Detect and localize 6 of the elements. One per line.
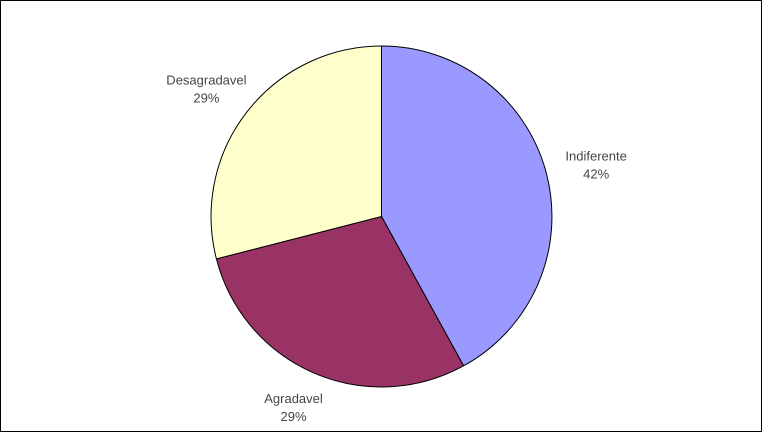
slice-label: Agradavel [264,390,323,406]
slice-label: Indiferente [565,148,627,164]
data-label: 29% [193,90,220,106]
data-label: 29% [280,408,307,424]
slice-label: Desagradavel [166,72,247,88]
data-label: 42% [583,166,610,182]
